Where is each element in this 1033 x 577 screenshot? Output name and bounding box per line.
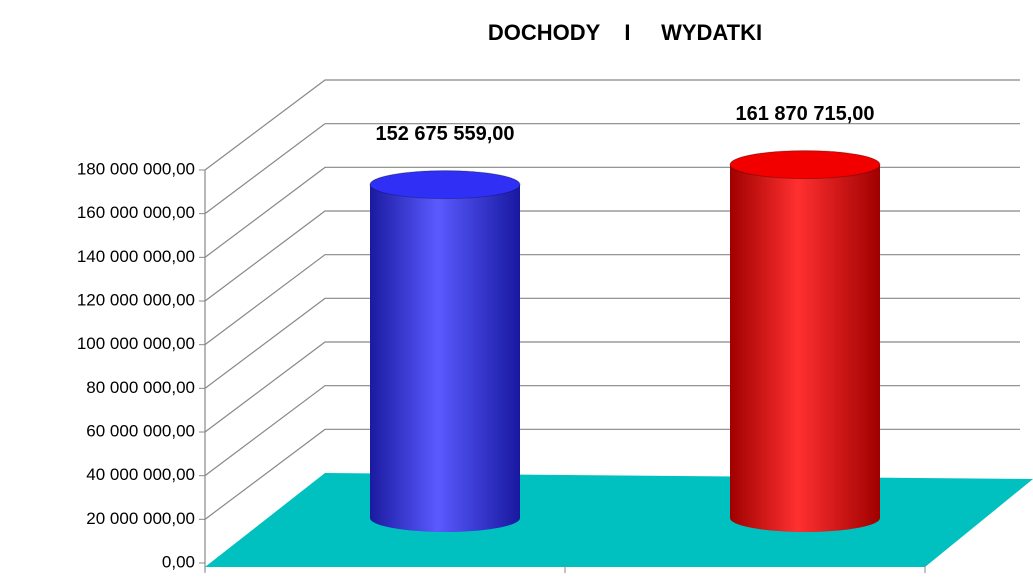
y-tick-label: 80 000 000,00 — [86, 378, 195, 397]
grid-line — [204, 341, 1020, 433]
bar-top — [729, 150, 881, 180]
value-label: 161 870 715,00 — [735, 103, 874, 125]
y-tick-label: 140 000 000,00 — [77, 247, 195, 266]
grid-line — [204, 254, 1020, 346]
grid-line — [204, 166, 1020, 258]
bar — [370, 170, 520, 532]
grid-line — [204, 385, 1020, 477]
y-tick-label: 40 000 000,00 — [86, 465, 195, 484]
y-tick-label: 60 000 000,00 — [86, 421, 195, 440]
grid-line — [204, 210, 1020, 302]
chart-title: DOCHODY I WYDATKI — [488, 20, 762, 45]
y-tick-label: 100 000 000,00 — [77, 334, 195, 353]
y-tick-label: 180 000 000,00 — [77, 159, 195, 178]
y-tick-label: 20 000 000,00 — [86, 509, 195, 528]
value-label: 152 675 559,00 — [375, 123, 514, 145]
floor — [205, 473, 1033, 567]
y-tick-label: 160 000 000,00 — [77, 203, 195, 222]
y-tick-label: 0,00 — [162, 552, 195, 571]
bar — [730, 150, 880, 533]
grid-line — [204, 123, 1020, 215]
bar-top — [369, 170, 521, 200]
grid-line — [204, 297, 1020, 389]
y-tick-label: 120 000 000,00 — [77, 290, 195, 309]
grid-line — [204, 79, 1020, 171]
